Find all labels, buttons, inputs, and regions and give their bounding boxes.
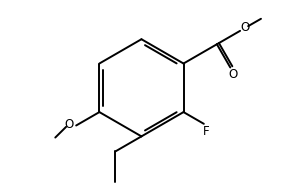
Text: F: F: [202, 125, 209, 138]
Text: O: O: [241, 21, 250, 34]
Text: O: O: [64, 118, 73, 131]
Text: O: O: [228, 68, 238, 81]
